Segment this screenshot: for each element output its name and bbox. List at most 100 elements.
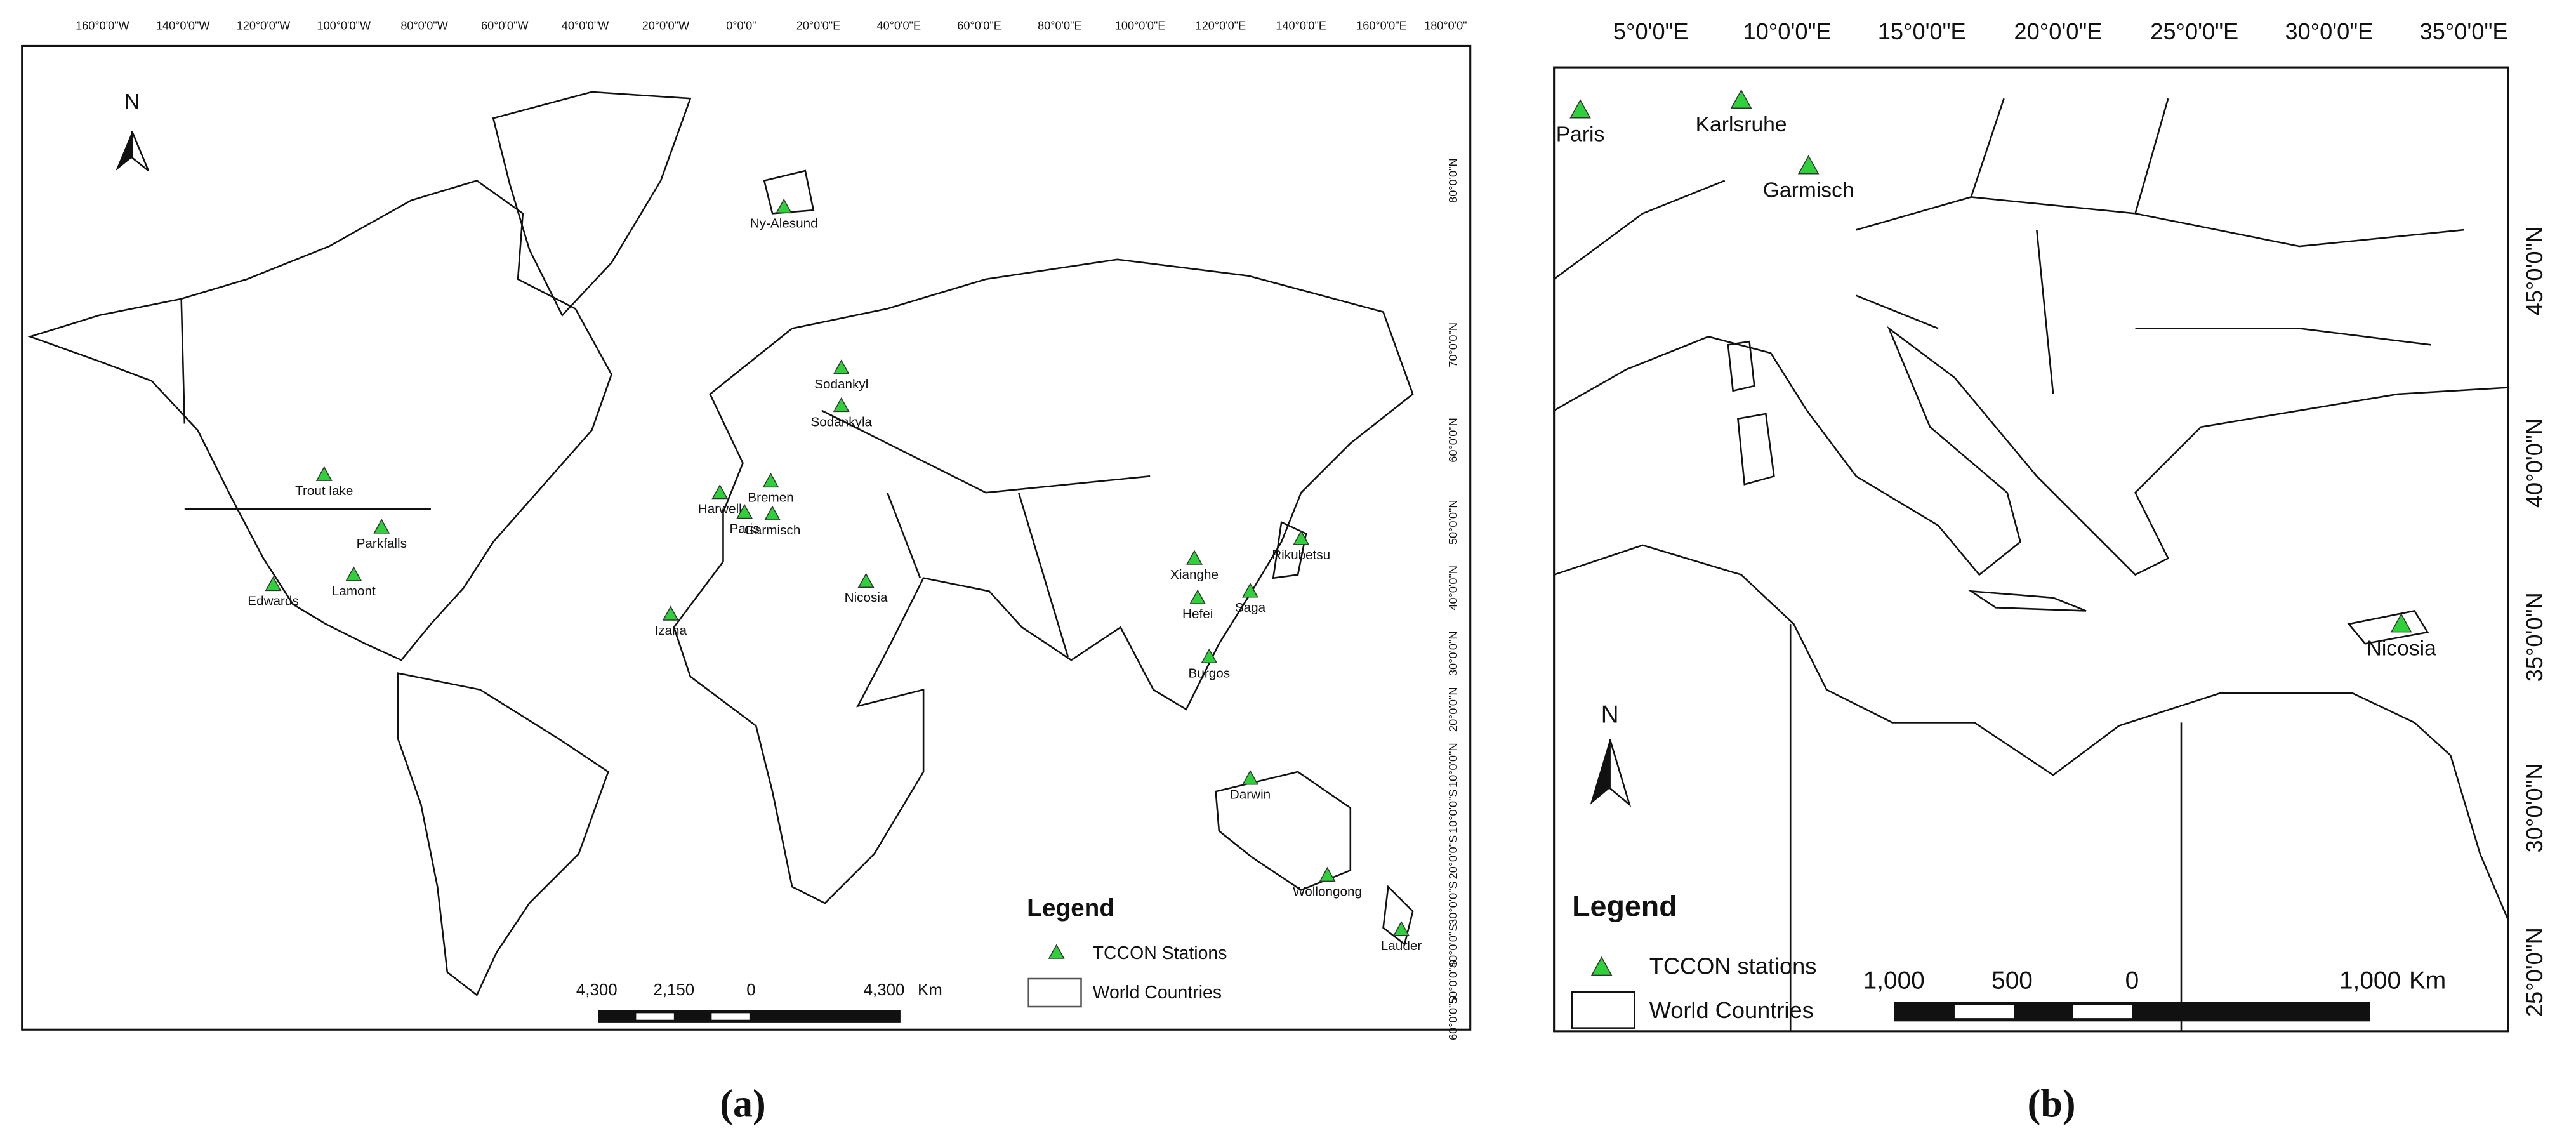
latitude-label: 10°0'0"S [1447, 789, 1460, 833]
north-label: N [1601, 701, 1619, 728]
latitude-label: 35°0'0"N [2521, 592, 2547, 682]
longitude-label: 100°0'0"W [317, 20, 371, 32]
legend-swatch [1027, 977, 1082, 1008]
legend-title: Legend [1027, 895, 1114, 922]
longitude-label: 40°0'0"E [877, 20, 921, 32]
longitude-label: 60°0'0"W [481, 20, 529, 32]
station-marker [1189, 589, 1206, 604]
scale-label: 500 [1991, 967, 2033, 995]
legend-item: World Countries [1649, 997, 1814, 1023]
coastline [763, 169, 1414, 946]
latitude-label: 20°0'0"S [1447, 835, 1460, 880]
longitude-label: 100°0'0"E [1115, 20, 1166, 32]
country-border [180, 298, 1151, 658]
latitude-label: 40°0'0"N [1447, 566, 1460, 611]
station-marker [736, 503, 753, 519]
station-marker [1319, 866, 1336, 882]
longitude-label: 160°0'0"E [1356, 20, 1407, 32]
station-marker [1293, 530, 1310, 545]
station-label: Ny-Alesund [750, 216, 818, 230]
longitude-label: 180°0'0" [1424, 20, 1467, 32]
latitude-label: 50°0'0"N [1447, 500, 1460, 545]
world-map [21, 44, 1472, 1031]
latitude-label: 60°0'0"S [1447, 996, 1460, 1040]
longitude-label: 15°0'0"E [1878, 18, 1966, 44]
longitude-label: 5°0'0"E [1613, 18, 1689, 44]
map-frame [21, 44, 1472, 1031]
longitude-label: 25°0'0"E [2150, 18, 2238, 44]
latitude-label: 45°0'0"N [2521, 226, 2547, 315]
station-marker [662, 605, 679, 621]
station-label: Parkfalls [357, 536, 407, 551]
country-border [1553, 98, 2464, 1031]
station-label: Edwards [248, 593, 299, 608]
station-marker [1569, 99, 1591, 119]
latitude-label: 60°0'0"N [1447, 418, 1460, 463]
north-arrow [1590, 738, 1632, 807]
legend-title: Legend [1572, 890, 1677, 923]
station-marker [764, 505, 781, 520]
longitude-label: 160°0'0"W [76, 20, 129, 32]
latitude-label: 70°0'0"N [1447, 322, 1460, 367]
station-marker [1201, 648, 1218, 664]
station-label: Karlsruhe [1696, 113, 1787, 136]
station-marker [857, 572, 875, 588]
map-frame [1553, 66, 2509, 1033]
station-marker [762, 472, 779, 488]
coastline [1727, 340, 2429, 645]
panel-label: (b) [2028, 1082, 2076, 1125]
station-marker [265, 576, 282, 592]
station-marker [1730, 89, 1752, 109]
station-marker [1797, 155, 1820, 175]
north-label: N [124, 90, 140, 114]
legend-swatch [1571, 991, 1635, 1029]
latitude-label: 20°0'0"N [1447, 687, 1460, 732]
latitude-label: 40°0'0"S [1447, 924, 1460, 968]
station-marker [833, 397, 850, 413]
coastline [397, 672, 609, 996]
legend-item: TCCON stations [1649, 953, 1817, 979]
station-label: Saga [1235, 600, 1266, 615]
station-marker [1186, 550, 1203, 565]
north-arrow [116, 131, 150, 172]
longitude-label: 140°0'0"E [1276, 20, 1326, 32]
station-marker [711, 484, 729, 500]
station-label: Sodankyla [810, 414, 872, 429]
longitude-label: 140°0'0"W [156, 20, 210, 32]
station-label: Garmisch [744, 523, 801, 538]
coastline [1554, 326, 2508, 576]
mediterranean-map [1553, 66, 2509, 1033]
latitude-label: 30°0'0"S [1447, 881, 1460, 925]
station-label: Bremen [748, 490, 793, 505]
scale-bar [1894, 1002, 2370, 1022]
scale-label: 2,150 [653, 981, 694, 999]
station-label: Sodankyl [814, 377, 868, 392]
station-marker [315, 466, 333, 481]
scale-bar [598, 1010, 901, 1023]
coastline [1554, 544, 2509, 920]
coastline [673, 258, 1414, 904]
station-label: Izana [654, 623, 687, 638]
scale-label: 4,300 [576, 981, 618, 999]
station-marker [345, 566, 362, 581]
scale-label: 0 [2125, 967, 2139, 995]
panel-label: (a) [720, 1082, 765, 1125]
latitude-label: 40°0'0"N [2521, 418, 2547, 508]
station-label: Wollongong [1293, 884, 1362, 899]
scale-label: 0 [746, 981, 755, 999]
station-label: Hefei [1182, 607, 1213, 621]
station-label: Lauder [1381, 939, 1422, 953]
longitude-label: 35°0'0"E [2420, 18, 2508, 44]
coastline [27, 180, 612, 661]
latitude-label: 30°0'0"N [2521, 763, 2547, 852]
station-label: Lamont [332, 584, 376, 599]
station-label: Garmisch [1763, 178, 1854, 202]
legend-item: World Countries [1093, 983, 1222, 1003]
longitude-label: 10°0'0"E [1743, 18, 1832, 44]
scale-label: 1,000 [2339, 967, 2401, 995]
station-marker [776, 198, 793, 214]
station-label: Nicosia [2367, 637, 2437, 660]
station-label: Xianghe [1170, 567, 1219, 582]
